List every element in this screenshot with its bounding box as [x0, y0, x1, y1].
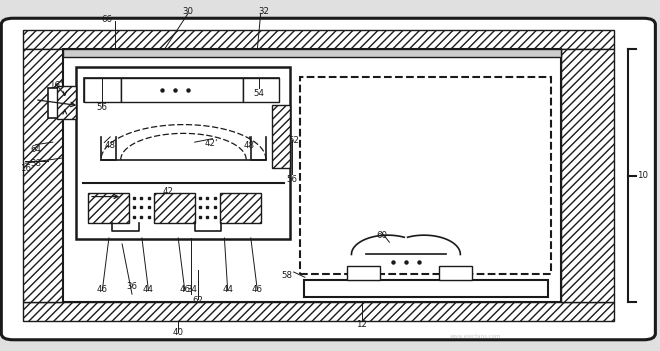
Text: 32: 32 [259, 7, 269, 16]
Bar [243, 78, 279, 102]
Bar [121, 78, 243, 102]
Text: 46: 46 [252, 285, 263, 294]
Text: 42': 42' [205, 139, 218, 148]
Text: 12: 12 [356, 320, 367, 329]
Text: 16: 16 [20, 164, 30, 173]
Bar [154, 193, 195, 223]
Text: 40: 40 [173, 328, 183, 337]
Text: 56: 56 [287, 174, 298, 184]
Bar [272, 105, 290, 168]
Bar [84, 78, 121, 102]
Text: 54: 54 [254, 88, 265, 98]
Text: 60: 60 [376, 231, 387, 240]
Bar [76, 67, 290, 239]
Bar [220, 193, 261, 223]
Text: 56: 56 [97, 102, 108, 112]
Text: 38: 38 [31, 159, 42, 168]
Bar [439, 266, 472, 280]
Text: 10: 10 [638, 171, 648, 180]
Bar [300, 77, 551, 274]
Text: 52: 52 [288, 136, 299, 145]
Text: 46: 46 [180, 285, 190, 294]
Text: 58: 58 [282, 271, 292, 280]
Text: 66: 66 [102, 15, 112, 24]
Bar [23, 302, 614, 321]
Bar [63, 49, 561, 302]
Text: 44: 44 [143, 285, 154, 294]
Text: 30: 30 [183, 7, 193, 16]
Bar [23, 30, 614, 49]
Text: 16': 16' [50, 81, 63, 91]
Bar [84, 78, 279, 102]
Text: 48: 48 [244, 141, 255, 150]
Text: 34: 34 [186, 285, 197, 294]
Bar [63, 49, 561, 57]
Bar [561, 49, 614, 302]
Text: 44: 44 [222, 285, 233, 294]
Bar [88, 193, 129, 223]
Bar [23, 49, 63, 302]
Bar [304, 280, 548, 297]
Text: www.elecfans.com: www.elecfans.com [449, 335, 501, 339]
Text: 62: 62 [193, 296, 203, 305]
Text: 64: 64 [30, 145, 41, 154]
Bar [48, 88, 76, 118]
FancyBboxPatch shape [1, 18, 655, 340]
Text: 42: 42 [163, 187, 174, 196]
Text: 36: 36 [127, 282, 137, 291]
Text: 48: 48 [105, 141, 115, 150]
Bar [346, 266, 379, 280]
Text: 46: 46 [97, 285, 108, 294]
Bar [57, 86, 76, 119]
